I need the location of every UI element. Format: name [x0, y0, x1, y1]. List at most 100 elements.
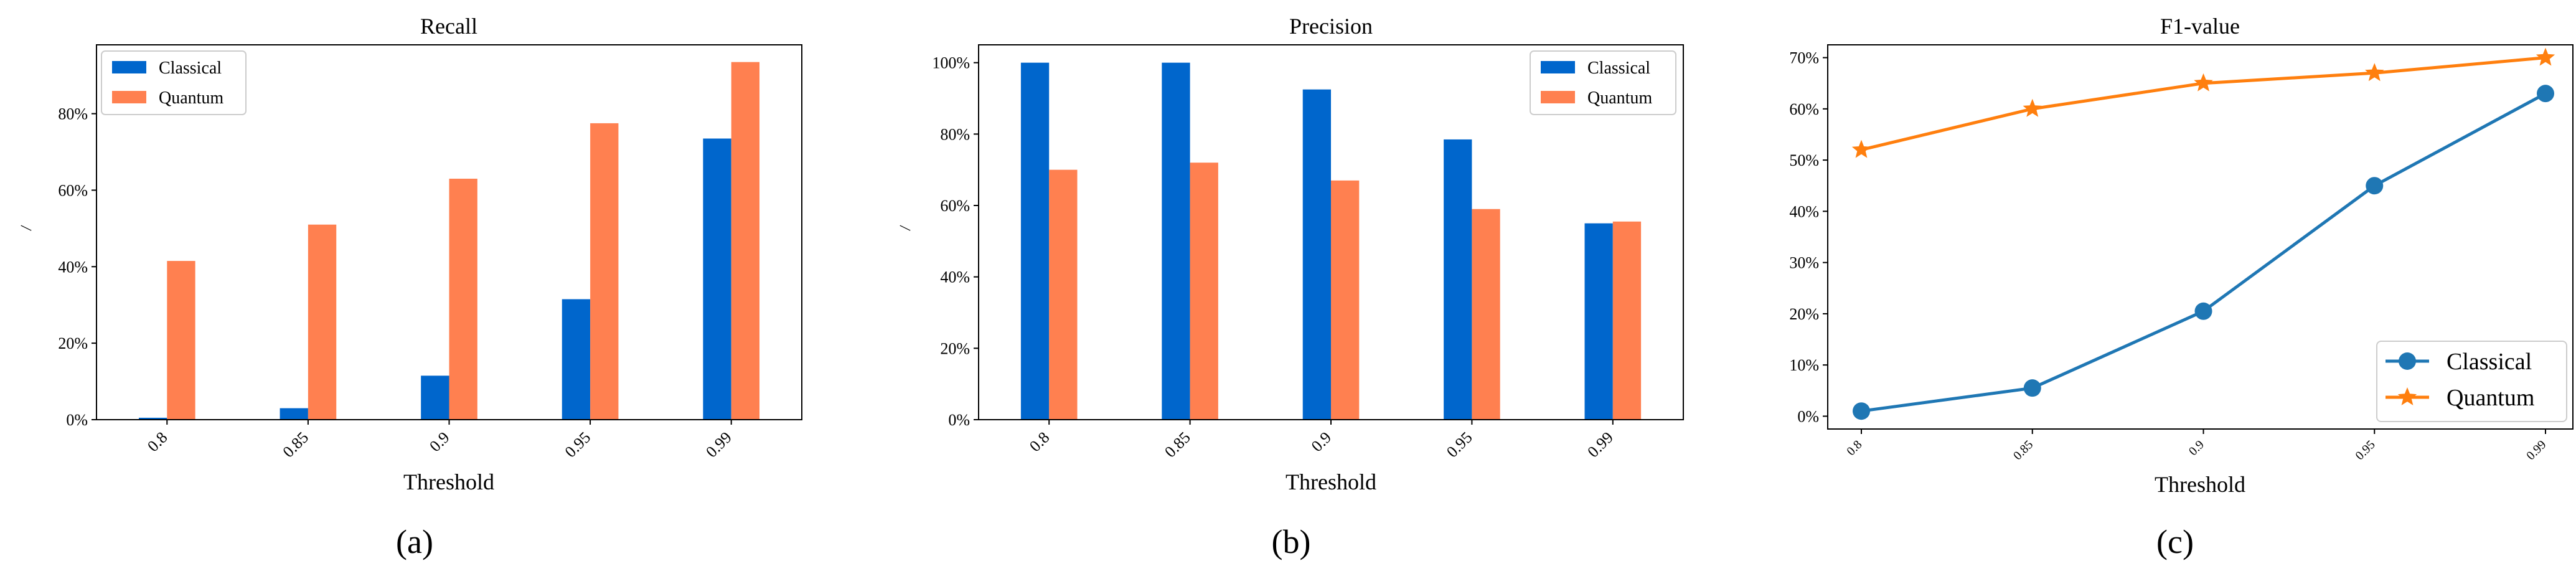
recall-x-ticks: 0.8 0.85 0.9 0.95 0.99	[144, 420, 735, 461]
precision-ytick-label: 60%	[940, 197, 970, 215]
precision-bar-classical-0_85	[1162, 62, 1190, 420]
recall-xtick-label: 0.99	[702, 428, 735, 461]
recall-bars	[138, 62, 760, 420]
recall-xtick-label: 0.9	[426, 428, 453, 455]
recall-bar-classical-0_85	[280, 408, 308, 420]
f1-point-classical-0_95	[2366, 177, 2384, 195]
recall-bar-classical-0_9	[421, 375, 449, 420]
precision-bar-quantum-0_85	[1190, 163, 1218, 420]
f1-y-ticks: 0% 10% 20% 30% 40% 50% 60% 70%	[1789, 49, 1828, 425]
precision-x-ticks: 0.8 0.85 0.9 0.95 0.99	[1026, 420, 1617, 461]
precision-xtick-label: 0.9	[1308, 428, 1335, 455]
f1-x-label: Threshold	[2155, 472, 2245, 497]
f1-legend: Classical Quantum	[2376, 341, 2567, 422]
recall-legend: Classical Quantum	[101, 50, 247, 115]
f1-ytick-label: 50%	[1789, 151, 1819, 169]
f1-x-ticks: 0.8 0.85 0.9 0.95 0.99	[1844, 429, 2549, 463]
precision-bar-quantum-0_9	[1331, 180, 1360, 420]
precision-bar-classical-0_95	[1444, 139, 1472, 420]
recall-x-label: Threshold	[403, 469, 494, 494]
f1-point-quantum-0_95	[2365, 63, 2384, 82]
precision-y-ticks: 0% 20% 40% 60% 80% 100%	[932, 54, 979, 429]
precision-ytick-label: 0%	[948, 411, 970, 429]
precision-bar-classical-0_99	[1584, 223, 1613, 420]
recall-bar-quantum-0_9	[449, 179, 477, 420]
f1-ytick-label: 60%	[1789, 100, 1819, 118]
f1-lines	[1851, 47, 2555, 420]
recall-legend-quantum-swatch	[112, 91, 146, 103]
f1-point-classical-0_99	[2537, 85, 2554, 103]
f1-legend-quantum-label: Quantum	[2447, 385, 2534, 411]
f1-point-quantum-0_8	[1851, 139, 1871, 158]
recall-xtick-label: 0.85	[279, 428, 312, 461]
panel-precision: Precision 0%20%40%60%80%100% 0.8 0.85 0.9 0…	[897, 14, 1684, 560]
recall-ytick-label: 40%	[58, 258, 88, 276]
f1-xtick-label: 0.85	[2011, 438, 2036, 463]
recall-bar-quantum-0_99	[731, 62, 760, 420]
f1-ytick-label: 30%	[1789, 254, 1819, 272]
recall-legend-quantum-label: Quantum	[159, 88, 223, 108]
recall-bar-classical-0_99	[703, 138, 731, 420]
recall-bar-classical-0_95	[562, 299, 591, 420]
caption-a: (a)	[396, 523, 433, 560]
precision-bar-quantum-0_95	[1472, 209, 1500, 420]
recall-ytick-label: 80%	[58, 105, 88, 123]
precision-xtick-label: 0.8	[1026, 428, 1053, 455]
precision-legend-quantum-label: Quantum	[1587, 88, 1652, 108]
precision-ytick-label: 40%	[940, 268, 970, 286]
caption-c: (c)	[2156, 523, 2194, 560]
f1-point-classical-0_9	[2194, 302, 2212, 320]
recall-bar-quantum-0_8	[167, 261, 195, 420]
panel-recall: Recall 0% 20% 40% 60% 80% 0.8 0.85 0.9 0.95 0.99…	[18, 14, 802, 560]
recall-legend-classical-label: Classical	[159, 59, 222, 78]
f1-point-quantum-0_85	[2023, 98, 2042, 117]
f1-xtick-label: 0.99	[2524, 438, 2549, 463]
precision-bar-classical-0_9	[1302, 89, 1331, 420]
recall-ytick-label: 0%	[66, 411, 88, 429]
precision-y-label: \	[897, 220, 913, 236]
f1-point-quantum-0_99	[2536, 47, 2555, 66]
f1-ytick-label: 70%	[1789, 49, 1819, 67]
precision-xtick-label: 0.95	[1443, 428, 1476, 461]
recall-bar-quantum-0_95	[590, 123, 619, 420]
f1-title: F1-value	[2160, 14, 2240, 39]
precision-xtick-label: 0.85	[1161, 428, 1194, 461]
f1-ytick-label: 10%	[1789, 356, 1819, 374]
recall-y-ticks: 0% 20% 40% 60% 80%	[58, 105, 96, 429]
recall-xtick-label: 0.8	[144, 428, 171, 455]
recall-title: Recall	[420, 14, 477, 39]
f1-xtick-label: 0.8	[1844, 438, 1864, 458]
caption-b: (b)	[1272, 523, 1311, 560]
f1-legend-classical-marker	[2399, 352, 2416, 370]
precision-bar-classical-0_8	[1020, 62, 1050, 420]
precision-legend-quantum-swatch	[1541, 91, 1575, 103]
precision-xtick-label: 0.99	[1584, 428, 1617, 461]
recall-xtick-label: 0.95	[562, 428, 595, 461]
precision-ytick-label: 20%	[940, 339, 970, 357]
precision-bar-quantum-0_8	[1049, 169, 1078, 420]
precision-bars	[1020, 62, 1642, 420]
precision-x-label: Threshold	[1286, 469, 1376, 494]
precision-legend-classical-swatch	[1541, 61, 1575, 73]
f1-legend-quantum-marker	[2397, 387, 2417, 405]
panel-f1: F1-value 0% 10% 20% 30% 40% 50% 60% 70% 0.8 0.85…	[1789, 14, 2574, 560]
precision-bar-quantum-0_99	[1612, 221, 1642, 420]
recall-ytick-label: 20%	[58, 334, 88, 352]
precision-legend: Classical Quantum	[1530, 50, 1676, 115]
f1-legend-classical-label: Classical	[2447, 349, 2532, 375]
f1-point-quantum-0_9	[2194, 73, 2213, 92]
f1-ytick-label: 20%	[1789, 305, 1819, 323]
f1-xtick-label: 0.95	[2353, 438, 2377, 463]
recall-bar-quantum-0_85	[308, 224, 337, 420]
f1-xtick-label: 0.9	[2186, 438, 2207, 458]
precision-ytick-label: 100%	[932, 54, 970, 72]
f1-ytick-label: 0%	[1797, 407, 1819, 425]
recall-y-label: \	[18, 220, 34, 236]
f1-point-classical-0_8	[1853, 402, 1870, 420]
recall-legend-classical-swatch	[112, 61, 146, 73]
f1-point-classical-0_85	[2023, 379, 2041, 397]
precision-ytick-label: 80%	[940, 125, 970, 143]
f1-line-quantum	[1861, 56, 2546, 152]
precision-title: Precision	[1289, 14, 1373, 39]
